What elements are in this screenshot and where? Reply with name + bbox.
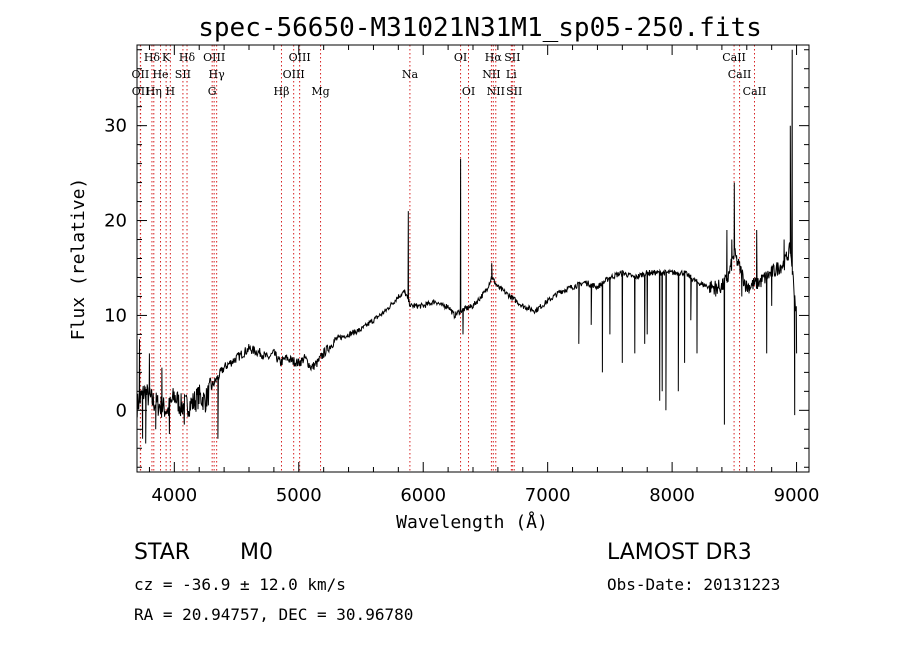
line-label: OIII bbox=[283, 68, 305, 81]
line-label: Hδ bbox=[144, 51, 161, 64]
y-tick-label: 20 bbox=[104, 211, 127, 232]
y-axis-ticks: 0 10 20 30 bbox=[104, 49, 809, 468]
line-label: G bbox=[208, 85, 217, 98]
line-label: H bbox=[166, 85, 176, 98]
spectrum-group bbox=[136, 49, 798, 444]
x-tick-label: 8000 bbox=[649, 485, 695, 506]
line-label: K bbox=[162, 51, 171, 64]
x-tick-label: 6000 bbox=[400, 485, 446, 506]
line-label: Hη bbox=[146, 85, 162, 98]
spectrum-line bbox=[136, 49, 798, 444]
y-tick-label: 0 bbox=[116, 400, 127, 421]
chart-title: spec-56650-M31021N31M1_sp05-250.fits bbox=[198, 13, 762, 43]
x-axis-ticks: 4000 5000 6000 7000 8000 9000 bbox=[148, 45, 820, 506]
coordinates: RA = 20.94757, DEC = 30.96780 bbox=[134, 605, 413, 624]
line-label: Na bbox=[402, 68, 419, 81]
line-label: Hγ bbox=[209, 68, 226, 81]
line-label: CaII bbox=[743, 85, 767, 98]
line-label: NII bbox=[487, 85, 505, 98]
survey-name: LAMOST DR3 bbox=[607, 540, 752, 565]
line-label: OIII bbox=[203, 51, 225, 64]
x-tick-label: 5000 bbox=[276, 485, 322, 506]
line-label: OI bbox=[454, 51, 467, 64]
line-label: Hα bbox=[485, 51, 503, 64]
x-tick-label: 9000 bbox=[774, 485, 820, 506]
line-label: Li bbox=[506, 68, 517, 81]
x-tick-label: 7000 bbox=[525, 485, 571, 506]
line-label: Mg bbox=[311, 85, 329, 98]
line-label: OI bbox=[462, 85, 475, 98]
x-axis-label: Wavelength (Å) bbox=[396, 511, 548, 533]
object-subclass: M0 bbox=[240, 540, 273, 565]
line-markers bbox=[139, 45, 755, 472]
line-label: CaII bbox=[722, 51, 746, 64]
line-label: OIII bbox=[289, 51, 311, 64]
line-label: CaII bbox=[728, 68, 752, 81]
y-tick-label: 10 bbox=[104, 305, 127, 326]
line-label: Hβ bbox=[274, 85, 290, 98]
line-label: SII bbox=[506, 85, 522, 98]
redshift-cz: cz = -36.9 ± 12.0 km/s bbox=[134, 575, 346, 594]
line-label: SII bbox=[504, 51, 520, 64]
plot-frame bbox=[136, 44, 810, 473]
line-label: SII bbox=[175, 68, 191, 81]
line-label: He bbox=[152, 68, 168, 81]
line-label: OII bbox=[132, 85, 150, 98]
y-tick-label: 30 bbox=[104, 116, 127, 137]
y-axis-label: Flux (relative) bbox=[68, 178, 89, 341]
x-tick-label: 4000 bbox=[151, 485, 197, 506]
line-label: NII bbox=[482, 68, 500, 81]
observation-date: Obs-Date: 20131223 bbox=[607, 575, 780, 594]
line-label: Hδ bbox=[179, 51, 196, 64]
object-class: STAR bbox=[134, 540, 190, 565]
line-label: OII bbox=[132, 68, 150, 81]
